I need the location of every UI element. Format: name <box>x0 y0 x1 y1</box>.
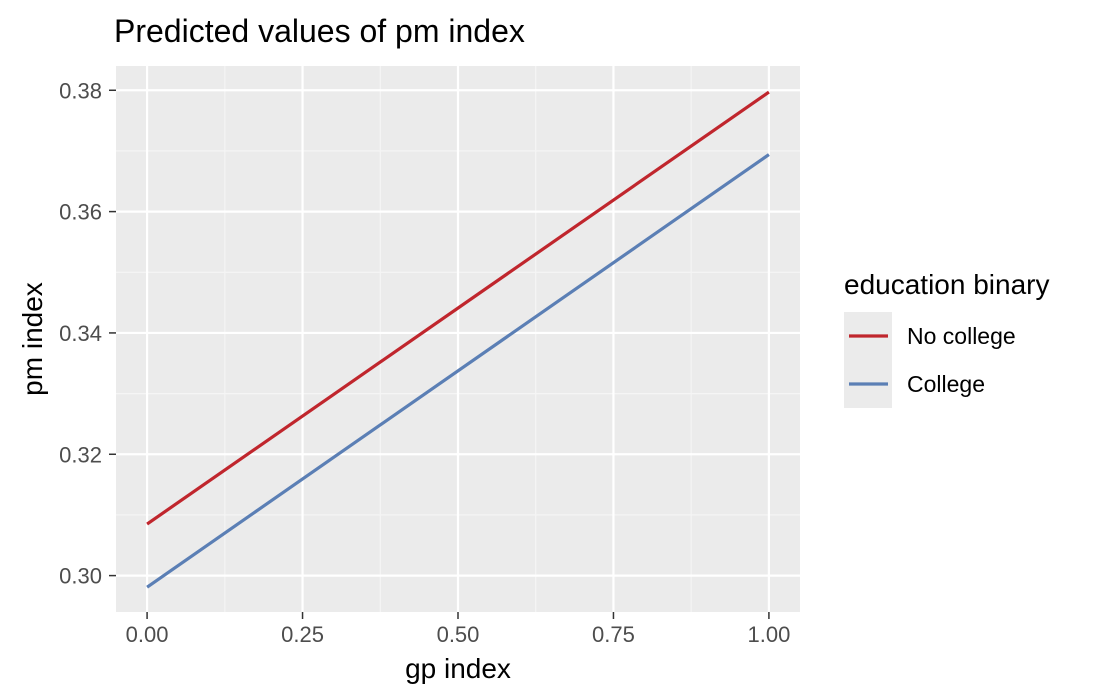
legend-items: No college College <box>844 312 1016 408</box>
y-tick-label: 0.32 <box>59 442 102 467</box>
x-tick-label: 0.50 <box>437 622 480 647</box>
legend-key-background <box>844 312 892 408</box>
legend-label-no-college: No college <box>907 323 1016 349</box>
tick-labels: 0.00 0.25 0.50 0.75 1.00 0.30 0.32 0.34 0.36 0.38 <box>59 78 790 647</box>
y-tick-label: 0.38 <box>59 78 102 103</box>
x-tick-label: 0.25 <box>281 622 324 647</box>
x-tick-label: 0.00 <box>126 622 169 647</box>
y-tick-label: 0.30 <box>59 564 102 589</box>
y-axis-title: pm index <box>17 282 48 396</box>
series-line-no-college <box>146 90 770 526</box>
x-tick-label: 1.00 <box>747 622 790 647</box>
x-tick-label: 0.75 <box>592 622 635 647</box>
legend-label-college: College <box>907 371 985 397</box>
series-line-college <box>146 153 770 589</box>
axis-ticks <box>109 89 770 619</box>
major-gridlines <box>116 66 800 612</box>
series-lines <box>146 90 770 589</box>
y-tick-label: 0.34 <box>59 321 102 346</box>
y-tick-label: 0.36 <box>59 200 102 225</box>
legend-title: education binary <box>844 269 1049 300</box>
legend: education binary No college College <box>844 269 1049 408</box>
x-axis-title: gp index <box>405 653 511 684</box>
chart-title: Predicted values of pm index <box>114 13 525 49</box>
